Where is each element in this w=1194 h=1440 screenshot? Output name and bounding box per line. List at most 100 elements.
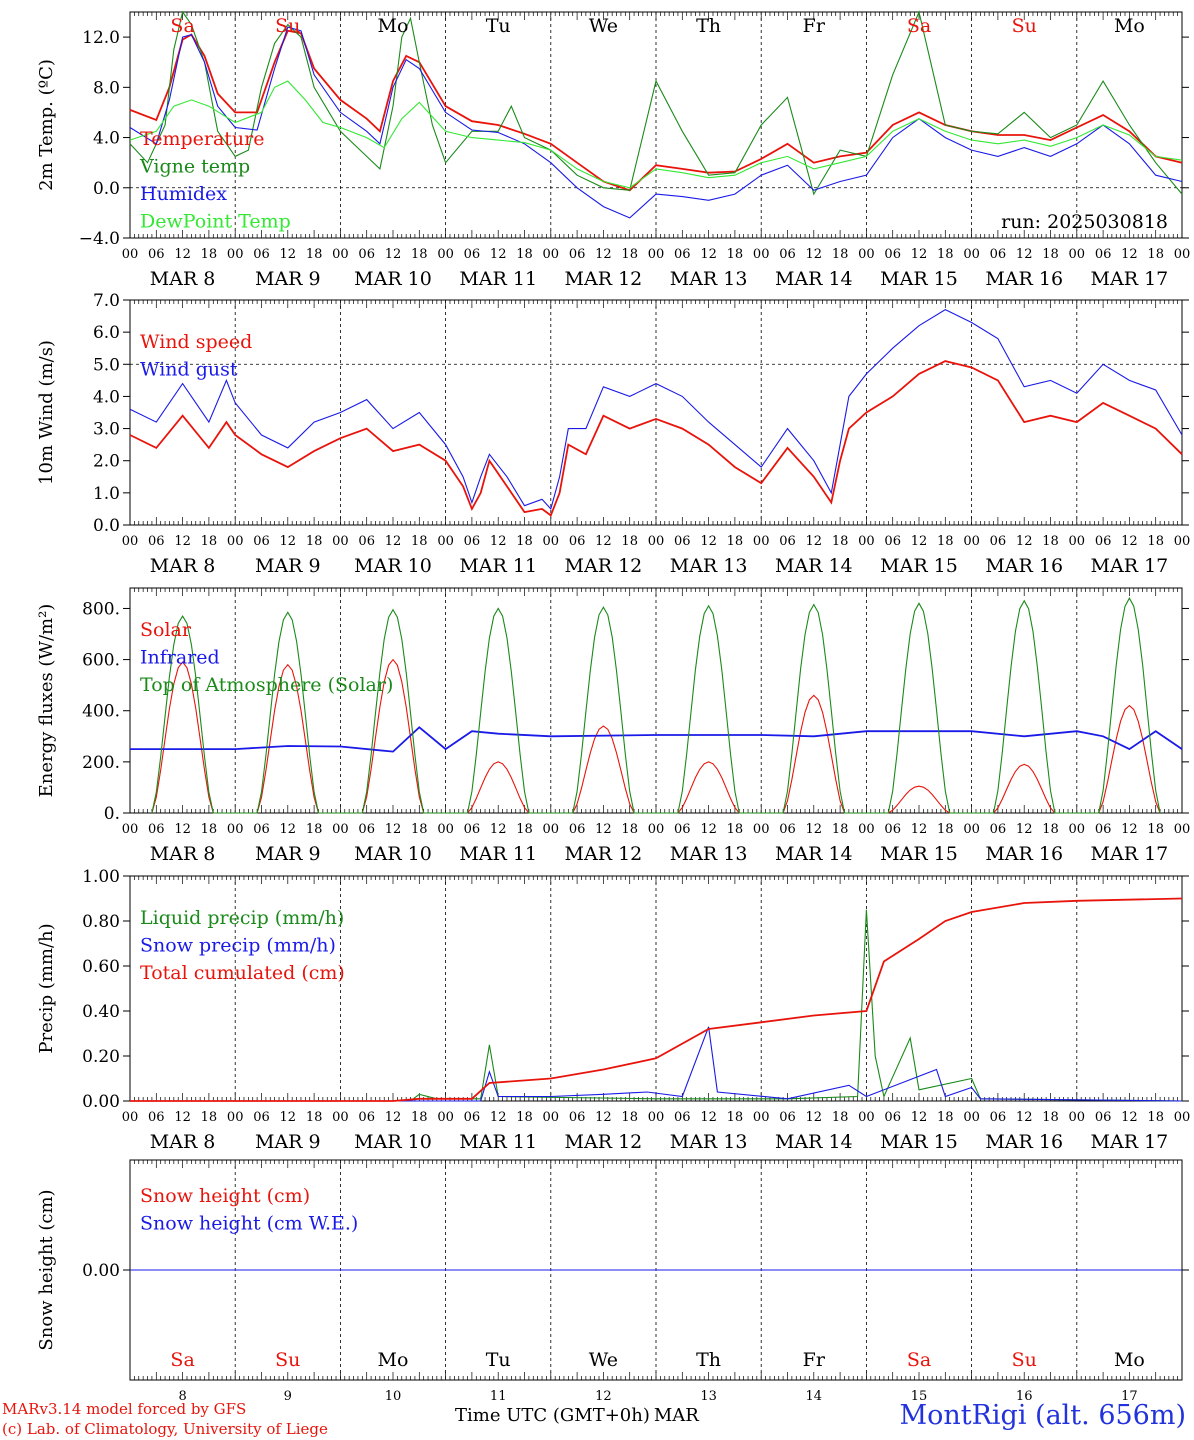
hour-tick-label: 00 <box>437 822 454 837</box>
hour-tick-label: 00 <box>648 1110 665 1125</box>
weekday-label: Mo <box>1114 15 1145 37</box>
y-tick-label: 6.0 <box>93 323 120 343</box>
date-label: MAR 9 <box>255 843 321 865</box>
panel-temp: 12.0 8.0 4.0 0.0 −4.0 2m Temp. (ºC) Temperatur… <box>36 10 1190 290</box>
hour-tick-label: 06 <box>779 822 796 837</box>
weekday-label: Fr <box>803 1349 826 1371</box>
hour-tick-label: 06 <box>148 247 165 262</box>
hour-tick-label: 12 <box>1121 534 1138 549</box>
hour-tick-label: 12 <box>174 247 191 262</box>
hour-tick-label: 18 <box>411 822 428 837</box>
hour-tick-label: 12 <box>700 534 717 549</box>
hour-tick-label: 12 <box>174 534 191 549</box>
hour-tick-label: 18 <box>516 822 533 837</box>
date-label: MAR 11 <box>459 268 537 290</box>
y-tick-label: 12.0 <box>82 28 120 48</box>
hour-tick-label: 18 <box>832 534 849 549</box>
hour-tick-label: 18 <box>411 247 428 262</box>
y-tick-label: 4.0 <box>93 387 120 407</box>
date-label: MAR 16 <box>985 555 1063 577</box>
series-infrared <box>130 726 1183 753</box>
hour-tick-label: 06 <box>1095 822 1112 837</box>
hour-tick-label: 18 <box>201 247 218 262</box>
date-label: MAR 13 <box>670 843 748 865</box>
hour-tick-label: 12 <box>806 1110 823 1125</box>
hour-tick-label: 06 <box>779 247 796 262</box>
hour-tick-label: 12 <box>1016 534 1033 549</box>
hour-tick-label: 12 <box>490 247 507 262</box>
legend-entry: Snow height (cm) <box>140 1185 310 1207</box>
y-tick-label: 800. <box>82 599 120 619</box>
hour-tick-label: 06 <box>990 534 1007 549</box>
hour-tick-label: 00 <box>1174 1110 1191 1125</box>
y-tick-label: 200. <box>82 753 120 773</box>
hour-tick-label: 06 <box>253 534 270 549</box>
hour-tick-label: 00 <box>753 1110 770 1125</box>
hour-tick-label: 00 <box>753 822 770 837</box>
y-tick-label: 0. <box>104 804 120 824</box>
hour-tick-label: 12 <box>385 247 402 262</box>
hour-tick-label: 06 <box>674 534 691 549</box>
date-label: MAR 15 <box>880 555 958 577</box>
hour-tick-label: 06 <box>464 534 481 549</box>
date-label: MAR 10 <box>354 1131 432 1153</box>
y-tick-label: 4.0 <box>93 129 120 149</box>
hour-tick-label: 06 <box>990 822 1007 837</box>
legend-entry: Humidex <box>140 183 227 205</box>
panel-frame <box>129 587 1183 814</box>
hour-tick-label: 18 <box>727 247 744 262</box>
hour-tick-label: 00 <box>122 1110 139 1125</box>
hour-tick-label: 00 <box>437 534 454 549</box>
hour-tick-label: 00 <box>227 534 244 549</box>
weekday-label: Sa <box>907 15 931 37</box>
legend-entry: Wind speed <box>140 331 252 353</box>
hour-tick-label: 00 <box>963 822 980 837</box>
day-number-label: 14 <box>806 1389 823 1404</box>
panel-frame <box>129 299 1183 526</box>
day-number-label: 11 <box>490 1389 507 1404</box>
hour-tick-label: 18 <box>411 534 428 549</box>
hour-tick-label: 18 <box>516 534 533 549</box>
run-label: run: 2025030818 <box>1001 211 1168 233</box>
hour-tick-label: 12 <box>595 534 612 549</box>
y-axis-label: 2m Temp. (ºC) <box>36 59 57 191</box>
legend-entry: Liquid precip (mm/h) <box>140 907 344 929</box>
hour-tick-label: 00 <box>648 247 665 262</box>
hour-tick-label: 12 <box>595 822 612 837</box>
hour-tick-label: 12 <box>806 534 823 549</box>
station-label: MontRigi (alt. 656m) <box>899 1400 1186 1431</box>
y-tick-label: 0.0 <box>93 516 120 536</box>
hour-tick-label: 12 <box>911 822 928 837</box>
hour-tick-label: 18 <box>727 1110 744 1125</box>
hour-tick-label: 12 <box>595 247 612 262</box>
hour-tick-label: 12 <box>595 1110 612 1125</box>
hour-tick-label: 12 <box>490 1110 507 1125</box>
hour-tick-label: 06 <box>358 1110 375 1125</box>
hour-tick-label: 12 <box>280 534 297 549</box>
date-label: MAR 9 <box>255 268 321 290</box>
legend-entry: Solar <box>140 619 192 641</box>
weekday-label: Su <box>275 1349 300 1371</box>
date-label: MAR 17 <box>1091 1131 1169 1153</box>
y-tick-label: 3.0 <box>93 420 120 440</box>
y-tick-label: 1.0 <box>93 484 120 504</box>
copyright-credit: (c) Lab. of Climatology, University of L… <box>2 1420 328 1438</box>
date-label: MAR 9 <box>255 555 321 577</box>
panel-snow: 0.00 Snow height (cm) Snow height (cm) Snow… <box>36 1159 1189 1404</box>
hour-tick-label: 00 <box>437 247 454 262</box>
hour-tick-label: 06 <box>148 1110 165 1125</box>
hour-tick-label: 00 <box>332 534 349 549</box>
weekday-label: Mo <box>378 1349 409 1371</box>
hour-tick-label: 18 <box>832 1110 849 1125</box>
hour-tick-label: 00 <box>543 534 560 549</box>
hour-tick-label: 00 <box>1174 534 1191 549</box>
hour-tick-label: 00 <box>332 1110 349 1125</box>
date-label: MAR 12 <box>565 1131 643 1153</box>
hour-tick-label: 06 <box>884 247 901 262</box>
hour-tick-label: 06 <box>569 822 586 837</box>
hour-tick-label: 06 <box>148 534 165 549</box>
y-tick-label: 0.00 <box>82 1261 120 1281</box>
hour-tick-label: 06 <box>674 247 691 262</box>
y-tick-label: 600. <box>82 651 120 671</box>
series-snow-precip-mm-h- <box>130 1026 1183 1102</box>
